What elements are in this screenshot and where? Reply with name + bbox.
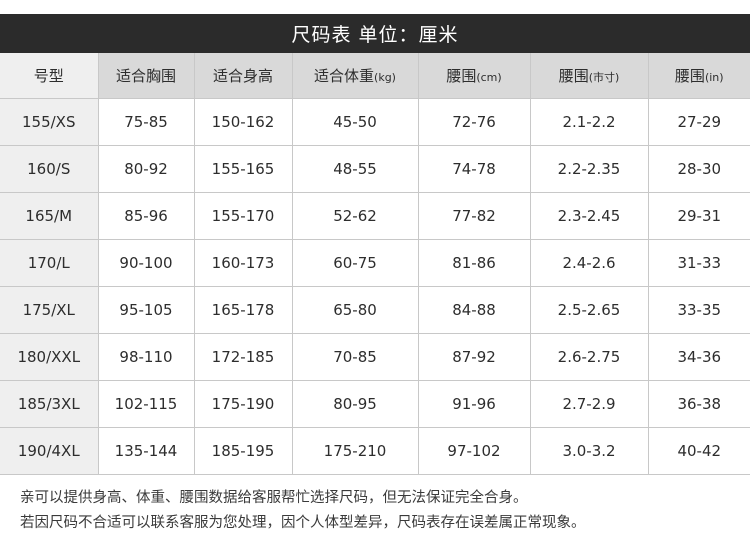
column-header-label: 适合身高	[212, 67, 273, 85]
table-row: 190/4XL 135-144 185-195 175-210 97-102 3…	[0, 427, 750, 475]
cell-bust: 98-110	[97, 333, 195, 381]
cell-waist-cun: 2.4-2.6	[529, 239, 649, 287]
cell-waist-cun: 2.2-2.35	[529, 145, 649, 193]
table-row: 175/XL 95-105 165-178 65-80 84-88 2.5-2.…	[0, 286, 750, 334]
cell-bust: 75-85	[97, 98, 195, 146]
column-header-label: 腰围	[674, 67, 705, 85]
cell-weight: 70-85	[291, 333, 419, 381]
cell-waist-cm: 97-102	[417, 427, 531, 475]
column-header-label: 适合体重	[314, 67, 375, 85]
cell-height: 150-162	[193, 98, 293, 146]
size-chart-table: 号型 适合胸围 适合身高 适合体重(kg) 腰围(cm) 腰围(市寸) 腰围(i…	[0, 53, 750, 475]
cell-size: 175/XL	[0, 286, 99, 334]
cell-height: 155-170	[193, 192, 293, 240]
cell-waist-cm: 84-88	[417, 286, 531, 334]
cell-waist-cun: 2.6-2.75	[529, 333, 649, 381]
table-row: 185/3XL 102-115 175-190 80-95 91-96 2.7-…	[0, 380, 750, 428]
table-body: 155/XS 75-85 150-162 45-50 72-76 2.1-2.2…	[0, 98, 750, 475]
cell-waist-in: 34-36	[647, 333, 750, 381]
cell-bust: 90-100	[97, 239, 195, 287]
cell-size: 165/M	[0, 192, 99, 240]
cell-weight: 175-210	[291, 427, 419, 475]
table-row: 170/L 90-100 160-173 60-75 81-86 2.4-2.6…	[0, 239, 750, 287]
cell-height: 172-185	[193, 333, 293, 381]
cell-size: 190/4XL	[0, 427, 99, 475]
cell-waist-cun: 2.3-2.45	[529, 192, 649, 240]
cell-bust: 85-96	[97, 192, 195, 240]
cell-size: 185/3XL	[0, 380, 99, 428]
cell-height: 155-165	[193, 145, 293, 193]
footer-notes: 亲可以提供身高、体重、腰围数据给客服帮忙选择尺码，但无法保证完全合身。 若因尺码…	[20, 486, 734, 536]
column-header-unit: (cm)	[476, 71, 502, 84]
column-header-label: 腰围	[446, 67, 477, 85]
cell-waist-in: 40-42	[647, 427, 750, 475]
table-row: 165/M 85-96 155-170 52-62 77-82 2.3-2.45…	[0, 192, 750, 240]
cell-size: 160/S	[0, 145, 99, 193]
cell-height: 175-190	[193, 380, 293, 428]
column-header-label: 适合胸围	[115, 67, 176, 85]
column-header-label: 号型	[33, 67, 64, 85]
page-title: 尺码表 单位：厘米	[291, 24, 459, 46]
cell-bust: 135-144	[97, 427, 195, 475]
column-header-weight: 适合体重(kg)	[291, 53, 419, 99]
column-header-unit: (市寸)	[588, 71, 620, 84]
table-row: 180/XXL 98-110 172-185 70-85 87-92 2.6-2…	[0, 333, 750, 381]
cell-weight: 60-75	[291, 239, 419, 287]
table-row: 160/S 80-92 155-165 48-55 74-78 2.2-2.35…	[0, 145, 750, 193]
cell-waist-in: 31-33	[647, 239, 750, 287]
cell-height: 185-195	[193, 427, 293, 475]
cell-waist-cm: 87-92	[417, 333, 531, 381]
cell-waist-cm: 91-96	[417, 380, 531, 428]
cell-weight: 52-62	[291, 192, 419, 240]
cell-bust: 102-115	[97, 380, 195, 428]
cell-bust: 80-92	[97, 145, 195, 193]
column-header-waist-in: 腰围(in)	[647, 53, 750, 99]
cell-weight: 80-95	[291, 380, 419, 428]
column-header-waist-cm: 腰围(cm)	[417, 53, 531, 99]
cell-waist-in: 33-35	[647, 286, 750, 334]
column-header-height: 适合身高	[193, 53, 293, 99]
cell-waist-cm: 77-82	[417, 192, 531, 240]
cell-waist-cun: 2.5-2.65	[529, 286, 649, 334]
chart-title-bar: 尺码表 单位：厘米	[0, 14, 750, 53]
table-row: 155/XS 75-85 150-162 45-50 72-76 2.1-2.2…	[0, 98, 750, 146]
column-header-waist-cun: 腰围(市寸)	[529, 53, 649, 99]
cell-waist-cm: 74-78	[417, 145, 531, 193]
column-header-label: 腰围	[558, 67, 589, 85]
cell-waist-in: 29-31	[647, 192, 750, 240]
cell-height: 165-178	[193, 286, 293, 334]
cell-weight: 65-80	[291, 286, 419, 334]
cell-waist-cm: 72-76	[417, 98, 531, 146]
column-header-size: 号型	[0, 53, 99, 99]
column-header-unit: (kg)	[374, 71, 396, 84]
table-header: 号型 适合胸围 适合身高 适合体重(kg) 腰围(cm) 腰围(市寸) 腰围(i…	[0, 53, 750, 99]
cell-height: 160-173	[193, 239, 293, 287]
cell-waist-in: 36-38	[647, 380, 750, 428]
cell-size: 170/L	[0, 239, 99, 287]
cell-waist-in: 27-29	[647, 98, 750, 146]
cell-size: 155/XS	[0, 98, 99, 146]
cell-waist-cun: 3.0-3.2	[529, 427, 649, 475]
cell-bust: 95-105	[97, 286, 195, 334]
cell-waist-cm: 81-86	[417, 239, 531, 287]
column-header-bust: 适合胸围	[97, 53, 195, 99]
cell-weight: 45-50	[291, 98, 419, 146]
cell-size: 180/XXL	[0, 333, 99, 381]
cell-waist-in: 28-30	[647, 145, 750, 193]
column-header-unit: (in)	[704, 71, 724, 84]
cell-waist-cun: 2.1-2.2	[529, 98, 649, 146]
cell-waist-cun: 2.7-2.9	[529, 380, 649, 428]
cell-weight: 48-55	[291, 145, 419, 193]
footer-note-line: 若因尺码不合适可以联系客服为您处理，因个人体型差异，尺码表存在误差属正常现象。	[20, 515, 586, 531]
footer-note-line: 亲可以提供身高、体重、腰围数据给客服帮忙选择尺码，但无法保证完全合身。	[20, 490, 528, 506]
table-header-row: 号型 适合胸围 适合身高 适合体重(kg) 腰围(cm) 腰围(市寸) 腰围(i…	[0, 53, 750, 99]
